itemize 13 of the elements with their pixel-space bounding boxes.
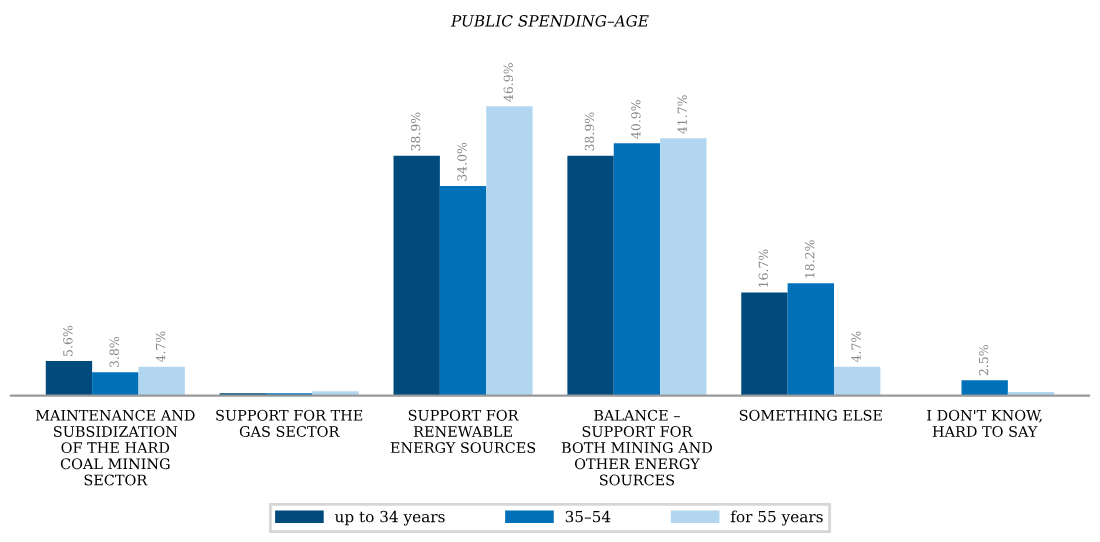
bar <box>92 372 139 396</box>
bar <box>961 380 1008 396</box>
bar <box>486 106 533 396</box>
bar <box>393 155 440 396</box>
bar <box>138 366 185 396</box>
bar <box>439 185 487 396</box>
bar <box>660 138 707 396</box>
bar <box>613 143 661 396</box>
bar <box>833 366 881 396</box>
bar <box>567 155 614 396</box>
bar <box>45 361 93 396</box>
bar <box>787 283 834 396</box>
bar <box>741 292 788 396</box>
